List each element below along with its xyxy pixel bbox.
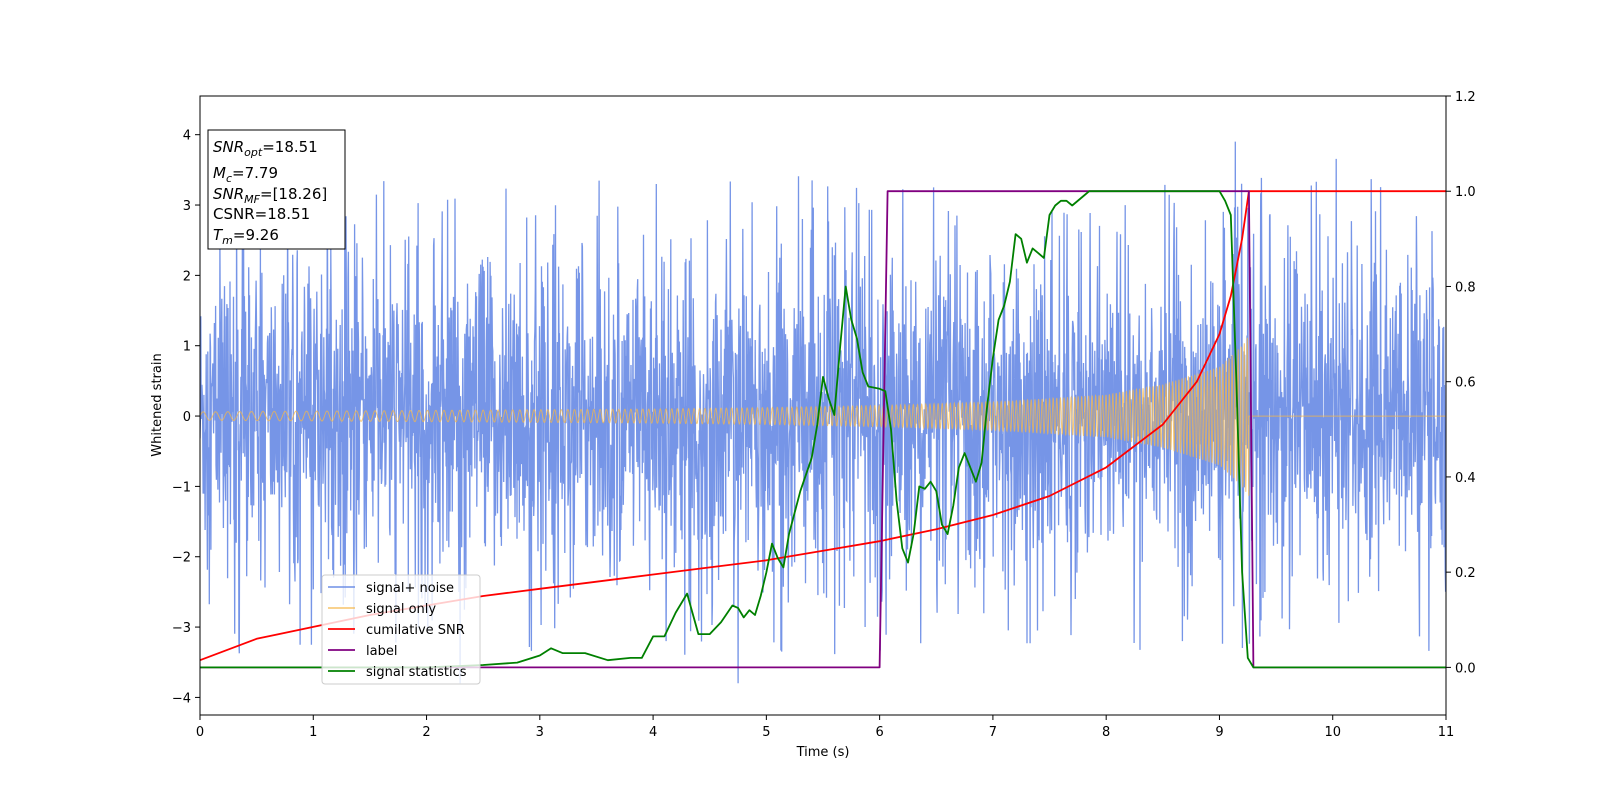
x-tick-label: 11 <box>1438 725 1455 740</box>
y-tick-label: 2 <box>183 269 191 284</box>
y2-tick-label: 0.6 <box>1455 376 1476 391</box>
parameter-annotation-box: SNRopt=18.51 Mc=7.79SNRMF=[18.26]CSNR=18.… <box>207 129 346 250</box>
y-tick-label: −2 <box>172 551 191 566</box>
y-tick-label: 4 <box>183 129 191 144</box>
x-tick-label: 1 <box>309 725 317 740</box>
legend-entry: cumilative SNR <box>366 623 465 638</box>
y2-tick-label: 0.4 <box>1455 471 1476 486</box>
x-tick-label: 8 <box>1102 725 1110 740</box>
x-tick-label: 10 <box>1324 725 1341 740</box>
legend-entry: signal statistics <box>366 665 467 680</box>
y-axis-label: Whitened strain <box>150 353 165 456</box>
x-tick-label: 4 <box>649 725 657 740</box>
legend: signal+ noise signal only cumilative SNR la… <box>321 574 481 685</box>
annotation-line: Mc=7.79 <box>213 164 278 185</box>
x-tick-label: 6 <box>875 725 883 740</box>
y-tick-label: 1 <box>183 340 191 355</box>
series-signal-only <box>200 337 1446 496</box>
y-tick-label: 3 <box>183 199 191 214</box>
y2-tick-label: 0.0 <box>1455 661 1476 676</box>
x-tick-label: 7 <box>989 725 997 740</box>
y-tick-label: −1 <box>172 480 191 495</box>
x-tick-label: 9 <box>1215 725 1223 740</box>
annotation-line: SNRMF=[18.26] <box>213 185 327 206</box>
x-tick-label: 2 <box>422 725 430 740</box>
annotation-line: CSNR=18.51 <box>213 205 310 223</box>
x-tick-label: 0 <box>196 725 204 740</box>
series-signal-statistics <box>200 190 1446 669</box>
y-axis-right: 0.0 0.2 0.4 0.6 0.8 1.0 1.2 <box>1446 90 1476 676</box>
legend-entry: label <box>366 644 397 659</box>
y-tick-label: 0 <box>183 410 191 425</box>
y2-tick-label: 0.8 <box>1455 280 1476 295</box>
y2-tick-label: 1.2 <box>1455 90 1476 105</box>
annotation-frame <box>207 129 346 250</box>
x-tick-label: 5 <box>762 725 770 740</box>
y2-tick-label: 1.0 <box>1455 185 1476 200</box>
x-axis-label: Time (s) <box>796 745 850 760</box>
annotation-line: SNRopt=18.51 <box>213 138 318 159</box>
y-axis-left: −4 −3 −2 −1 0 1 2 3 4 <box>172 129 200 706</box>
plot-frame <box>199 95 1447 716</box>
x-tick-label: 3 <box>536 725 544 740</box>
legend-entry: signal+ noise <box>366 581 454 596</box>
x-axis: 0 1 2 3 4 5 6 7 8 9 10 11 <box>196 715 1454 740</box>
annotation-line: Tm=9.26 <box>213 226 279 247</box>
legend-entry: signal only <box>366 602 436 617</box>
y2-tick-label: 0.2 <box>1455 566 1476 581</box>
legend-frame <box>321 574 481 685</box>
y-tick-label: −4 <box>172 691 191 706</box>
y-tick-label: −3 <box>172 621 191 636</box>
